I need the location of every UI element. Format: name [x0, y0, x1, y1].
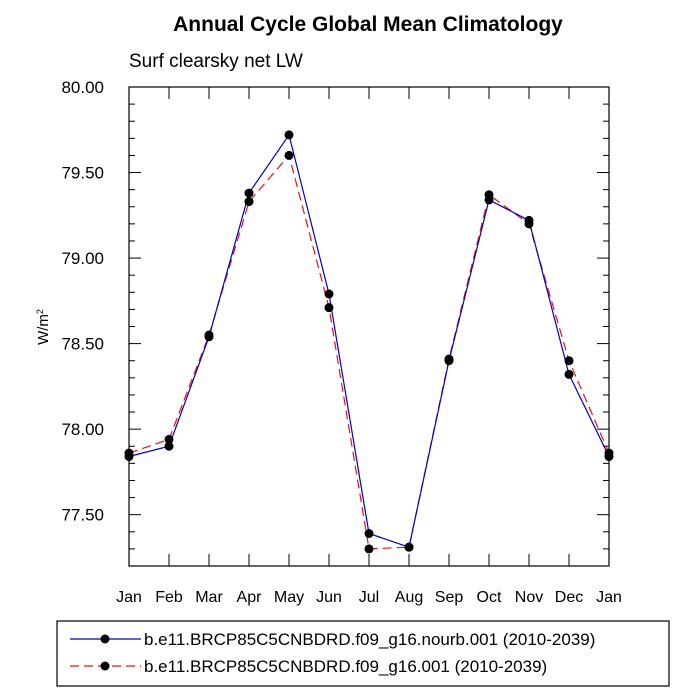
series-2-point [364, 544, 374, 554]
series-2-point [324, 303, 334, 313]
y-tick-labels: 80.00 79.50 79.00 78.50 78.00 77.50 [61, 78, 104, 525]
series-1-point [284, 130, 294, 140]
series-line-2 [128, 154, 610, 550]
series-1-point [444, 356, 454, 366]
y-axis-label: W/m2 [35, 309, 52, 345]
series-1-point [524, 215, 534, 225]
series-2-point [284, 150, 294, 160]
x-tick-label: Nov [515, 589, 543, 606]
legend: b.e11.BRCP85C5CNBDRD.f09_g16.nourb.001 (… [70, 630, 595, 676]
x-tick-label: Jan [596, 589, 622, 606]
series-1-point [324, 289, 334, 299]
y-tick-label: 79.50 [61, 164, 104, 183]
legend-box [56, 620, 670, 687]
x-tick-label: Jan [116, 589, 142, 606]
x-tick-label: Jun [316, 589, 342, 606]
legend-marker-2 [100, 661, 110, 671]
x-tick-label: May [274, 589, 304, 606]
series-1-point [164, 441, 174, 451]
series-1-point [244, 188, 254, 198]
plot-frame [128, 86, 610, 567]
axis-ticks [128, 86, 610, 567]
x-tick-label: Sep [435, 589, 464, 606]
x-tick-label: Dec [555, 589, 583, 606]
legend-entry-2: b.e11.BRCP85C5CNBDRD.f09_g16.001 (2010-2… [144, 657, 547, 676]
chart-title: Annual Cycle Global Mean Climatology [173, 13, 563, 36]
chart-subtitle: Surf clearsky net LW [129, 51, 303, 72]
x-tick-label: Mar [195, 589, 223, 606]
series-1-point [404, 542, 414, 552]
y-tick-label: 79.00 [61, 249, 104, 268]
legend-marker-1 [100, 634, 110, 644]
y-tick-label: 78.50 [61, 335, 104, 354]
series-line-1 [128, 133, 610, 548]
series-2-point [564, 356, 574, 366]
y-tick-label: 80.00 [61, 78, 104, 97]
series-1-point [204, 332, 214, 342]
y-axis-label-superscript: 2 [35, 309, 45, 314]
series-1-point [564, 369, 574, 379]
series-1-point [364, 528, 374, 538]
x-tick-label: Apr [237, 589, 263, 606]
x-tick-label: Aug [395, 589, 423, 606]
x-tick-label: Feb [155, 589, 183, 606]
x-tick-label: Jul [359, 589, 379, 606]
y-tick-label: 78.00 [61, 420, 104, 439]
series-group [124, 130, 614, 554]
series-2-point [244, 197, 254, 207]
y-tick-label: 77.50 [61, 506, 104, 525]
series-2-point [164, 434, 174, 444]
series-1-point [484, 195, 494, 205]
x-tick-labels: Jan Feb Mar Apr May Jun Jul Aug Sep Oct Nov Dec Jan [116, 589, 622, 606]
x-tick-label: Oct [477, 589, 502, 606]
legend-entry-1: b.e11.BRCP85C5CNBDRD.f09_g16.nourb.001 (… [144, 630, 595, 649]
y-axis-label-base: W/m [35, 314, 52, 345]
